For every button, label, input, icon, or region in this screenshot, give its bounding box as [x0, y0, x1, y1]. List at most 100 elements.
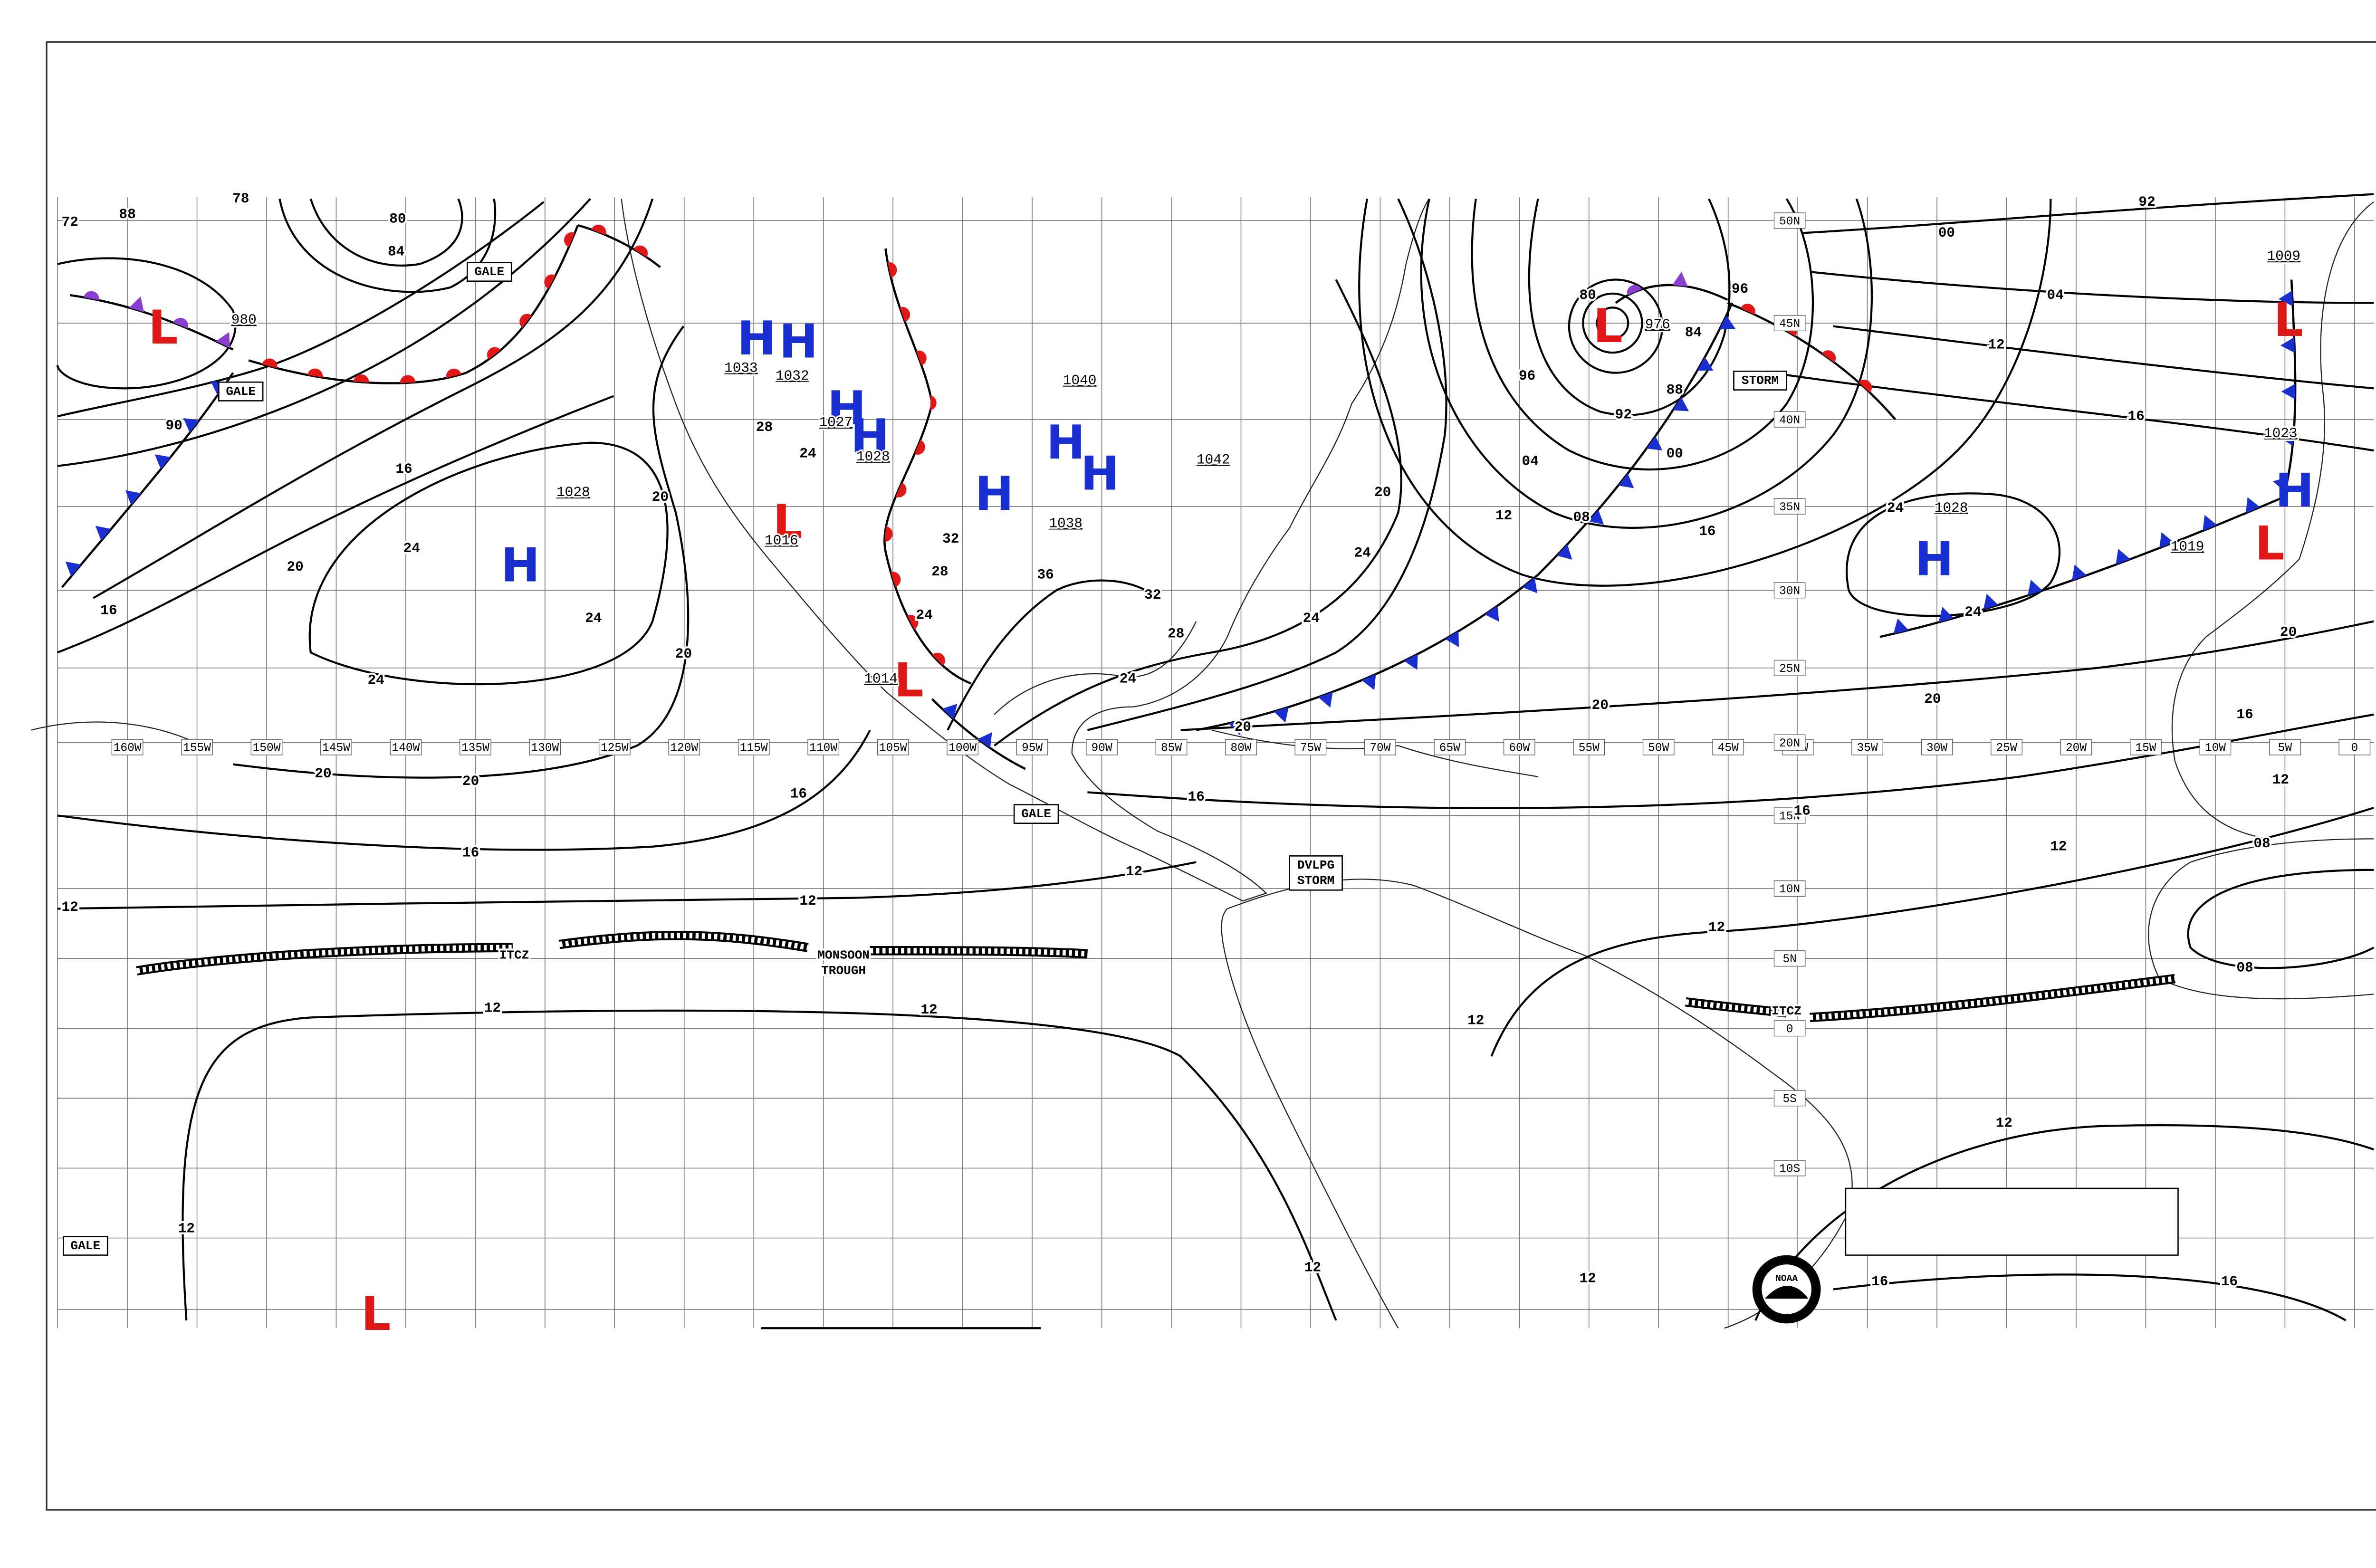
isobar-label: 90	[166, 418, 182, 434]
lon-label-box	[181, 739, 213, 755]
central-pressure: 1032	[776, 368, 809, 384]
isobar-label: 16	[1188, 789, 1205, 805]
lat-label: 0	[1786, 1023, 1793, 1036]
lon-label: 145W	[322, 742, 350, 755]
isobar-label: 80	[389, 211, 406, 227]
lon-label: 10W	[2205, 742, 2226, 755]
lon-label-box	[1016, 739, 1048, 755]
label-box	[1733, 371, 1787, 391]
isobar-label: 00	[1667, 446, 1683, 461]
isobar-label: 96	[1519, 368, 1535, 384]
lon-label-box	[807, 739, 840, 755]
isobar-label: 12	[1304, 1260, 1321, 1275]
coastlines	[31, 198, 2375, 1329]
lon-label: 20W	[2066, 742, 2087, 755]
isobar-label: 12	[1126, 864, 1142, 880]
feature-label: ITCZ	[499, 948, 529, 963]
lat-label: 5N	[1782, 953, 1796, 966]
lon-label: 115W	[740, 742, 768, 755]
isobar-label: 16	[462, 845, 479, 861]
isobar	[947, 579, 1158, 731]
isobar	[1802, 193, 2374, 234]
front-semicircle	[400, 375, 416, 383]
lon-label-box	[1921, 739, 1953, 755]
front-semicircle	[446, 368, 461, 378]
isobar-label: 08	[2236, 960, 2253, 976]
front-semicircle	[173, 317, 189, 329]
warning-label: GALE	[474, 265, 504, 279]
isobar	[994, 279, 1402, 746]
front-triangle	[216, 332, 230, 348]
lon-label-box	[668, 739, 700, 755]
coastline	[1221, 879, 1853, 1329]
lon-label: 60W	[1509, 742, 1530, 755]
isobar-label: 24	[1354, 545, 1370, 561]
lat-label-box	[1773, 1020, 1806, 1037]
central-pressure: 980	[231, 312, 257, 328]
pressure-center: H	[501, 538, 540, 593]
info-box: NOAA	[1752, 1187, 2179, 1324]
lon-label-box	[1364, 739, 1396, 755]
lon-label: 50W	[1648, 742, 1669, 755]
warm-front	[883, 248, 972, 685]
isobar-label: 32	[1144, 587, 1161, 603]
itcz-hatch	[136, 933, 2175, 1021]
lon-label: 80W	[1230, 742, 1251, 755]
front-semicircle	[1858, 380, 1872, 393]
pressure-center: H	[1046, 416, 1085, 470]
isobar-label: 20	[675, 646, 692, 662]
front-triangle	[1445, 631, 1459, 647]
lat-label: 5S	[1782, 1093, 1796, 1106]
lat-label-box	[1773, 1160, 1806, 1176]
central-pressure: 1009	[2267, 249, 2300, 264]
isobar	[2187, 869, 2375, 969]
pressure-center: H	[1081, 447, 1120, 501]
isobar-label: 12	[920, 1002, 937, 1018]
isobar-label: 16	[1794, 803, 1811, 819]
isobar-label: 12	[2050, 839, 2067, 855]
pressure-center: L	[773, 495, 802, 549]
isobar-label: 24	[916, 607, 933, 623]
front-triangle	[1485, 605, 1499, 622]
front-semicircle	[487, 347, 501, 360]
lon-label: 75W	[1300, 742, 1321, 755]
warning-label: DVLPG	[1297, 858, 1334, 872]
isobar	[1358, 199, 2052, 587]
isobar	[1420, 198, 1873, 529]
front-semicircle	[1740, 304, 1755, 315]
isobar	[1596, 306, 1629, 340]
front-triangle	[1274, 707, 1289, 723]
front-semicircle	[1821, 350, 1836, 363]
lon-label-box	[529, 739, 561, 755]
lat-label-box	[1773, 1090, 1806, 1107]
front-triangle	[1556, 544, 1572, 560]
isobar-label: 16	[395, 461, 412, 477]
isobar	[1528, 198, 1731, 416]
isobar	[1490, 806, 2375, 1057]
central-pressure: 1019	[2171, 539, 2204, 555]
lon-label-box	[598, 739, 631, 755]
isobar-label: 24	[1120, 671, 1136, 687]
lon-label-box	[2269, 739, 2301, 755]
isobar	[1471, 198, 1814, 471]
front-triangle	[1588, 509, 1604, 525]
lat-label-box	[1773, 212, 1806, 229]
pressure-center: H	[1915, 532, 1954, 586]
front-triangle	[1522, 577, 1538, 593]
cold-front	[1196, 302, 1734, 731]
isobar-label: 16	[2128, 409, 2145, 424]
isobar	[1833, 325, 2374, 390]
isobar-label: 24	[403, 541, 420, 556]
front-triangle	[1938, 607, 1954, 622]
lon-label-box	[250, 739, 283, 755]
central-pressure: 1028	[856, 449, 890, 465]
lon-label-box	[1712, 739, 1744, 755]
front-triangle	[2028, 580, 2043, 596]
lat-label: 50N	[1779, 215, 1800, 228]
pressure-center: H	[737, 312, 776, 366]
isobar-label: 12	[1708, 920, 1725, 936]
isobar	[57, 201, 545, 418]
lon-label: 140W	[392, 742, 420, 755]
isobar	[57, 395, 614, 654]
isobar-label: 08	[2253, 836, 2270, 851]
